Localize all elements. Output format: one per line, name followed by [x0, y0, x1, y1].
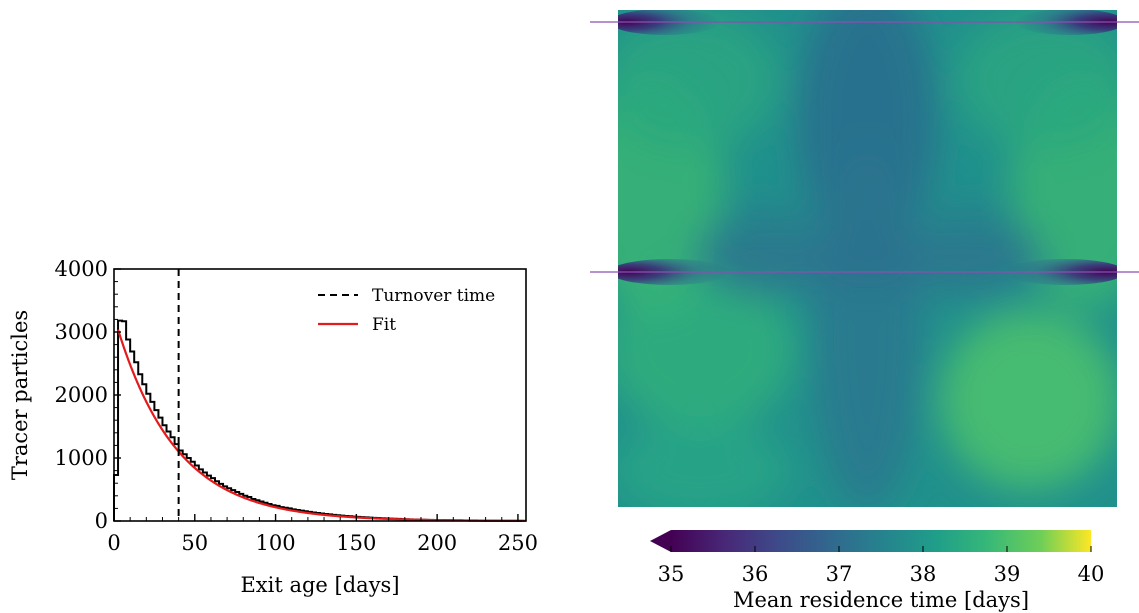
colorbar-tick-label: 35	[658, 562, 685, 586]
plot-frame	[113, 268, 527, 522]
y-tick-label: 3000	[55, 320, 108, 344]
legend-turnover-label: Turnover time	[372, 286, 495, 306]
colorbar-tick-label: 40	[1078, 562, 1105, 586]
x-tick-label: 200	[417, 531, 457, 555]
colorbar: 35 36 37 38 39 40 Mean residence time [days]	[650, 530, 1104, 612]
y-tick-label: 1000	[55, 446, 108, 470]
colorbar-ticks: 35 36 37 38 39 40	[658, 546, 1105, 586]
colorbar-gradient	[671, 530, 1091, 552]
x-tick-label: 50	[181, 531, 208, 555]
colorbar-tick-label: 37	[826, 562, 853, 586]
left-boundary-strip	[611, 10, 616, 507]
colorbar-extend-min	[650, 530, 671, 552]
y-tick-label: 0	[95, 509, 108, 533]
x-axis-ticks: 0 50 100 150 200 250	[107, 514, 538, 555]
histogram-step-outline	[113, 319, 522, 522]
colorbar-tick-label: 36	[742, 562, 769, 586]
colorbar-label: Mean residence time [days]	[733, 588, 1029, 612]
colorbar-tick-label: 39	[994, 562, 1021, 586]
legend: Turnover time Fit	[318, 286, 495, 335]
x-tick-label: 100	[256, 531, 296, 555]
x-tick-label: 150	[336, 531, 376, 555]
y-axis-label: Tracer particles	[8, 310, 32, 480]
histogram-bars	[113, 319, 522, 522]
legend-fit-label: Fit	[372, 315, 396, 335]
x-tick-label: 0	[107, 531, 120, 555]
x-axis-label: Exit age [days]	[240, 573, 399, 597]
x-tick-label: 250	[498, 531, 538, 555]
y-axis-ticks: 0 1000 2000 3000 4000	[55, 257, 121, 533]
y-tick-label: 4000	[55, 257, 108, 281]
y-tick-label: 2000	[55, 383, 108, 407]
colorbar-tick-label: 38	[910, 562, 937, 586]
residence-time-map	[590, 10, 1139, 507]
histogram-chart: 0 50 100 150 200 250 0 1000 2000 3000 4000 Exit a…	[8, 257, 538, 597]
